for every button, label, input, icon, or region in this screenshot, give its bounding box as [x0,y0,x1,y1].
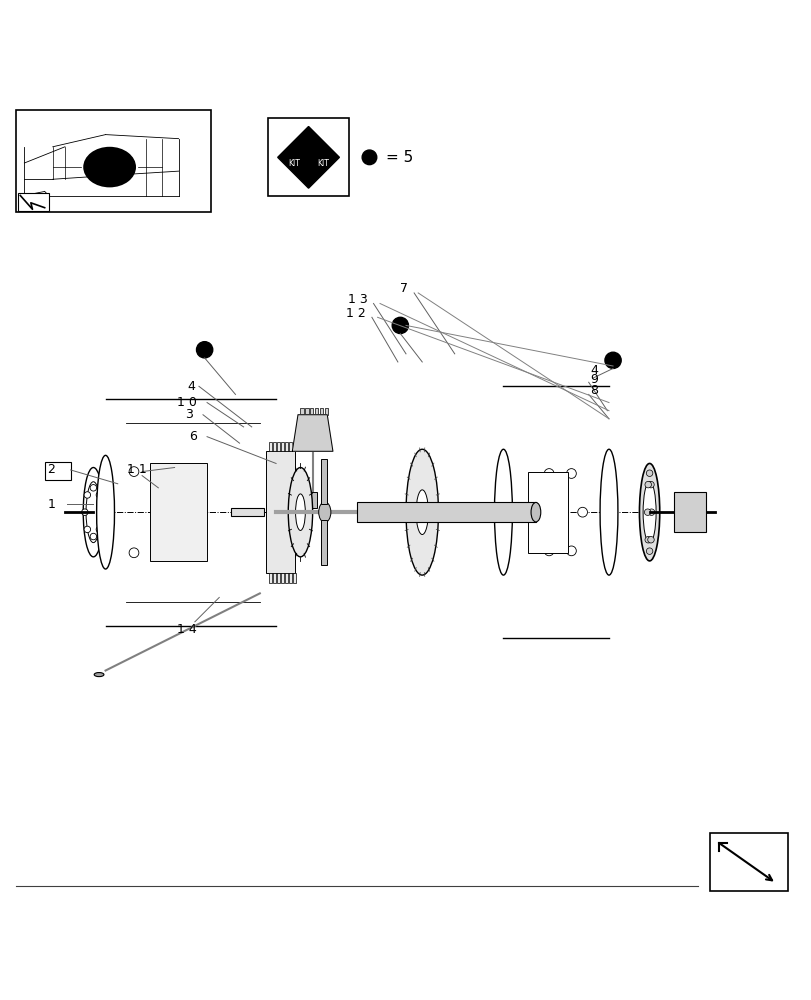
Circle shape [196,342,212,358]
Ellipse shape [86,482,101,543]
Circle shape [84,526,91,533]
Text: 2: 2 [47,463,55,476]
Circle shape [604,352,620,368]
Bar [357,502,535,522]
Ellipse shape [84,468,104,557]
Circle shape [98,509,105,515]
Text: 4: 4 [187,380,195,393]
Text: 1 1: 1 1 [127,463,147,476]
Ellipse shape [599,449,617,575]
Ellipse shape [295,494,305,530]
Bar [268,573,272,583]
Ellipse shape [415,490,428,535]
Bar [285,442,288,451]
Circle shape [577,507,586,517]
Circle shape [129,467,139,476]
Circle shape [644,481,650,488]
Text: KIT: KIT [288,159,299,168]
Bar [305,408,308,415]
Circle shape [81,509,88,515]
Circle shape [566,469,576,478]
Ellipse shape [496,502,508,522]
Ellipse shape [406,449,438,575]
Bar [272,573,276,583]
Bar [673,492,706,532]
Bar [300,408,303,415]
Bar [277,442,280,451]
Polygon shape [277,126,339,188]
Text: 8: 8 [590,384,598,397]
Bar [320,408,323,415]
Circle shape [647,481,654,488]
Circle shape [543,546,553,556]
Circle shape [646,548,652,554]
Bar [16,110,211,212]
Circle shape [647,509,654,515]
Polygon shape [292,415,333,451]
Circle shape [96,526,102,533]
Bar [150,463,207,561]
Bar [315,408,318,415]
Text: 1 2: 1 2 [345,307,365,320]
Bar [289,573,292,583]
Circle shape [362,150,376,165]
Bar [45,462,71,480]
Text: 1 4: 1 4 [177,623,196,636]
Bar [268,442,272,451]
Text: 1: 1 [47,498,55,511]
Text: 9: 9 [590,373,598,386]
Text: 7: 7 [400,282,408,295]
Bar [265,451,294,573]
Circle shape [647,536,654,543]
Bar [18,193,49,211]
Circle shape [96,492,102,498]
Circle shape [129,548,139,558]
Bar [293,573,296,583]
Ellipse shape [94,673,104,677]
Ellipse shape [267,455,285,569]
Bar [324,408,328,415]
Circle shape [646,470,652,476]
Text: = 5: = 5 [385,150,413,165]
Ellipse shape [84,147,135,187]
Circle shape [566,546,576,556]
Ellipse shape [642,482,655,543]
Text: 4: 4 [590,364,598,377]
Bar [231,508,264,516]
Bar [310,408,313,415]
Circle shape [644,536,650,543]
Bar [308,492,316,508]
Bar [289,442,292,451]
Bar [320,459,327,504]
Text: 6: 6 [188,430,196,443]
Bar [285,573,288,583]
Text: 3: 3 [185,408,193,421]
Text: KIT: KIT [317,159,328,168]
Ellipse shape [639,463,659,561]
Bar [293,442,296,451]
Circle shape [543,469,553,478]
Bar [268,118,349,196]
Circle shape [90,533,97,540]
Circle shape [84,492,91,498]
Bar [272,442,276,451]
Circle shape [90,485,97,491]
Bar [281,573,284,583]
Bar [527,472,568,553]
Ellipse shape [319,502,331,522]
Ellipse shape [494,449,512,575]
Text: 1 0: 1 0 [177,396,196,409]
Bar [277,573,280,583]
Bar [320,520,327,565]
Circle shape [532,507,542,517]
Bar [281,442,284,451]
Circle shape [392,317,408,334]
Ellipse shape [97,455,114,569]
Ellipse shape [288,468,312,557]
Text: 1 3: 1 3 [348,293,367,306]
Circle shape [644,509,650,515]
Bar [710,833,787,891]
Ellipse shape [530,502,540,522]
